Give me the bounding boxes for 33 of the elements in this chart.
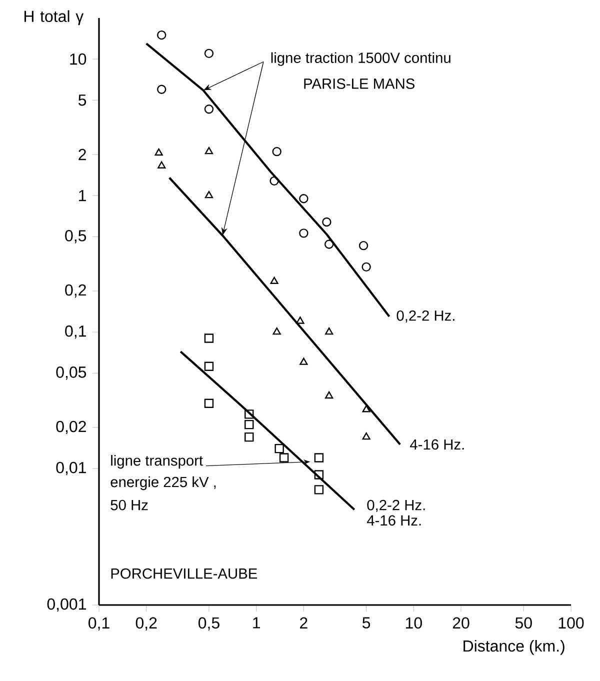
y-tick-label: 0,1 [65,325,86,339]
x-tick-label: 10 [406,617,422,629]
x-tick-label: 0,5 [198,617,220,630]
y-tick-label: 0,2 [65,284,86,298]
x-tick-label: 2 [300,617,308,628]
annotation: 0,2-2 Hz. [367,500,425,512]
x-tick-label: 0,1 [88,617,110,630]
annotation: 4-16 Hz. [410,439,464,450]
x-tick-label: 20 [452,617,470,629]
annotation: PARIS-LE MANS [304,78,414,89]
y-tick-label: 1 [79,190,86,202]
y-tick-label: 5 [78,94,86,106]
annotation: 4-16 Hz. [366,515,421,526]
y-tick-label: 10 [70,53,86,65]
annotation: ligne transport [111,454,203,469]
x-tick-label: 100 [558,617,584,629]
y-tick-label: 0,01 [56,462,86,476]
y-tick-label: 2 [78,148,86,160]
x-tick-label: 1 [253,617,260,628]
x-axis-title: Distance (km.) [464,640,564,655]
annotation: 50 Hz [110,500,148,510]
y-axis-title: H total γ [24,10,84,26]
y-tick-label: 0,5 [65,230,86,244]
x-tick-label: 0,2 [136,617,157,630]
annotation: ligne traction 1500V continu [271,52,450,66]
y-tick-label: 0,02 [56,420,86,434]
y-tick-label: 0,05 [56,366,86,380]
annotation: energie 225 kV , [110,476,216,490]
y-tick-label: 0,001 [47,598,86,612]
annotation: PORCHEVILLE-AUBE [111,568,258,579]
annotation: 0,2-2 Hz. [396,310,454,323]
x-tick-label: 50 [515,617,532,629]
x-tick-label: 5 [362,617,370,628]
